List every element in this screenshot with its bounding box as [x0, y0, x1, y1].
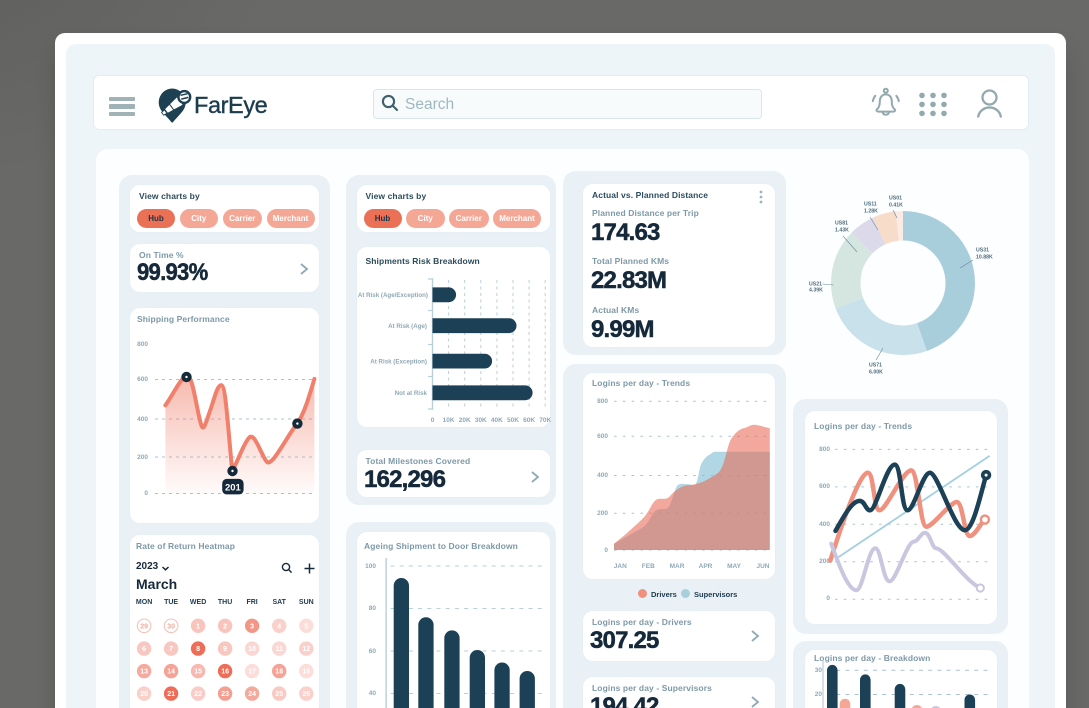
svg-text:FEB: FEB: [642, 563, 655, 570]
svg-text:60K: 60K: [523, 417, 535, 424]
svg-text:THU: THU: [218, 599, 232, 606]
svg-text:US01: US01: [889, 196, 902, 202]
svg-text:18: 18: [275, 669, 283, 676]
svg-text:8: 8: [196, 646, 200, 653]
svg-text:10: 10: [248, 646, 256, 653]
svg-text:20K: 20K: [458, 417, 470, 424]
svg-text:12: 12: [302, 646, 310, 653]
svg-text:SAT: SAT: [272, 599, 286, 606]
svg-text:29: 29: [140, 623, 148, 630]
svg-text:TUE: TUE: [164, 599, 178, 606]
svg-text:At Risk (Exception): At Risk (Exception): [370, 359, 427, 366]
svg-text:FRI: FRI: [246, 599, 257, 606]
svg-text:40K: 40K: [490, 417, 502, 424]
svg-text:APR: APR: [699, 563, 713, 570]
svg-text:16: 16: [221, 669, 229, 676]
svg-text:MAY: MAY: [727, 563, 742, 570]
svg-text:20: 20: [140, 691, 148, 698]
svg-text:17: 17: [248, 669, 256, 676]
svg-text:Not at Risk: Not at Risk: [394, 390, 427, 397]
svg-text:21: 21: [167, 691, 175, 698]
svg-text:10K: 10K: [442, 417, 454, 424]
svg-text:4: 4: [277, 623, 281, 630]
svg-text:19: 19: [302, 669, 310, 676]
svg-text:22: 22: [194, 691, 202, 698]
svg-text:50K: 50K: [507, 417, 519, 424]
svg-text:3: 3: [250, 623, 254, 630]
svg-text:4.39K: 4.39K: [809, 288, 823, 294]
svg-text:11: 11: [275, 646, 283, 653]
svg-text:5: 5: [304, 623, 308, 630]
svg-text:23: 23: [221, 691, 229, 698]
svg-text:At Risk (Age/Exception): At Risk (Age/Exception): [357, 292, 427, 299]
svg-text:1: 1: [196, 623, 200, 630]
svg-text:MAR: MAR: [670, 563, 685, 570]
svg-text:US11: US11: [864, 202, 877, 208]
svg-text:0: 0: [430, 417, 434, 424]
svg-text:US21: US21: [809, 282, 822, 288]
svg-text:6.00K: 6.00K: [869, 370, 883, 376]
svg-text:201: 201: [225, 482, 242, 493]
svg-text:US71: US71: [869, 363, 882, 369]
svg-text:JAN: JAN: [614, 563, 627, 570]
svg-text:At Risk (Age): At Risk (Age): [388, 323, 427, 330]
svg-text:US81: US81: [835, 221, 848, 227]
svg-text:JUN: JUN: [756, 563, 769, 570]
svg-text:7: 7: [169, 646, 173, 653]
svg-text:14: 14: [167, 669, 175, 676]
svg-text:US31: US31: [976, 248, 989, 254]
svg-text:70K: 70K: [539, 417, 551, 424]
svg-text:1.43K: 1.43K: [835, 228, 849, 234]
svg-text:MON: MON: [136, 599, 152, 606]
svg-text:15: 15: [194, 669, 202, 676]
svg-text:30K: 30K: [474, 417, 486, 424]
svg-text:26: 26: [302, 691, 310, 698]
svg-text:2: 2: [223, 623, 227, 630]
svg-text:6: 6: [142, 646, 146, 653]
svg-text:WED: WED: [190, 599, 206, 606]
svg-text:0.41K: 0.41K: [889, 203, 903, 209]
svg-text:30: 30: [167, 623, 175, 630]
svg-text:24: 24: [248, 691, 256, 698]
svg-text:13: 13: [140, 669, 148, 676]
svg-text:10.88K: 10.88K: [976, 255, 993, 261]
svg-text:9: 9: [223, 646, 227, 653]
svg-text:25: 25: [275, 691, 283, 698]
svg-text:SUN: SUN: [299, 599, 314, 606]
svg-text:1.28K: 1.28K: [864, 209, 878, 215]
